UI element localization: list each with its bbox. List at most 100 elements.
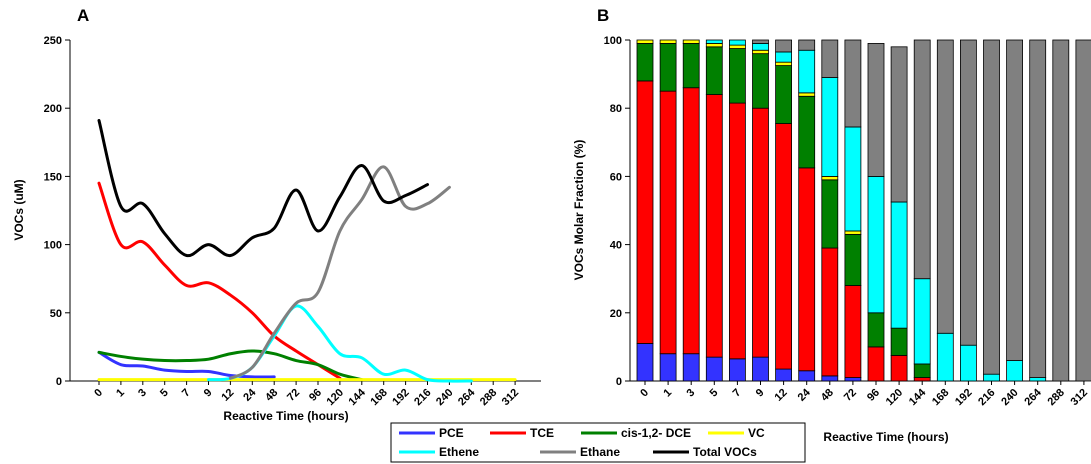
panel-b-x-tick-label: 264 xyxy=(1022,386,1044,408)
panel-b-x-tick-label: 168 xyxy=(930,387,951,408)
bar-segment-cis-1-2-dce xyxy=(890,327,908,356)
line-tce xyxy=(97,181,342,380)
panel-a-x-ticks: 0 1 3 5 7 9 12 24 48 72 96 120 144 168 192 216 240 264 288… xyxy=(92,381,521,408)
legend-box xyxy=(390,422,806,463)
panel-b-y-tick-label: 40 xyxy=(610,240,622,252)
bar-segment-vc xyxy=(775,61,792,66)
bar-segment-tce xyxy=(844,285,862,378)
bar-segment-vc xyxy=(752,49,769,55)
bar-segment-pce xyxy=(844,377,862,382)
panel-a-y-tick-label: 200 xyxy=(44,103,62,115)
bar-segment-ethane xyxy=(821,39,839,78)
line-pce xyxy=(97,350,276,379)
bar-segment-ethane xyxy=(798,39,816,51)
panel-b-y-tick-label: 0 xyxy=(616,376,622,388)
line-ethane xyxy=(228,165,451,380)
bar-segment-cis-1-2-dce xyxy=(867,312,885,348)
bar-segment-ethene xyxy=(890,201,908,329)
legend-label-pce: PCE xyxy=(439,426,464,440)
bar-segment-cis-1-2-dce xyxy=(798,95,816,169)
bar-segment-cis-1-2-dce xyxy=(913,363,931,378)
panel-a-x-axis-label: Reactive Time (hours) xyxy=(223,409,348,423)
panel-a-y-tick-label: 100 xyxy=(44,240,62,252)
bar-segment-pce xyxy=(705,356,723,382)
panel-b-y-tick-label: 20 xyxy=(610,308,622,320)
bar-segment-vc xyxy=(705,43,723,48)
panel-a-y-axis-label: VOCs (uM) xyxy=(12,179,26,240)
panel-b-x-tick-label: 3 xyxy=(685,387,698,400)
bar-segment-vc xyxy=(729,44,746,49)
panel-a-y-tick-label: 150 xyxy=(44,171,62,183)
panel-a-x-tick-label: 120 xyxy=(325,387,346,408)
panel-a-x-tick-label: 3 xyxy=(136,387,149,400)
panel-b-x-tick-label: 312 xyxy=(1069,387,1090,408)
panel-b-label: B xyxy=(597,6,609,25)
panel-a-series xyxy=(97,118,517,383)
panel-b-x-tick-label: 216 xyxy=(976,387,997,408)
bar-segment-tce xyxy=(729,102,746,360)
bar-segment-tce xyxy=(798,167,816,372)
panel-a-x-tick-label: 240 xyxy=(434,387,455,408)
bar-segment-cis-1-2-dce xyxy=(636,43,654,82)
panel-b-x-tick-label: 24 xyxy=(796,386,814,404)
bar-segment-pce xyxy=(821,375,839,382)
bar-segment-vc xyxy=(659,39,677,44)
panel-b-x-tick-label: 192 xyxy=(953,387,974,408)
bar-segment-ethane xyxy=(1029,39,1047,378)
bar-segment-ethane xyxy=(775,39,792,53)
panel-b-x-ticks: 0 1 3 5 7 9 12 24 48 72 96 120 144 168 192 216 240 264 288… xyxy=(638,381,1090,408)
panel-a-x-tick-label: 7 xyxy=(180,387,193,400)
panel-a-x-tick-label: 24 xyxy=(241,386,259,404)
line-total-vocs xyxy=(97,118,429,258)
panel-b-x-tick-label: 96 xyxy=(865,387,882,404)
panel-a-x-tick-label: 144 xyxy=(346,386,368,408)
panel-a-x-tick-label: 96 xyxy=(307,387,324,404)
bar-segment-ethane xyxy=(890,46,908,203)
bar-segment-tce xyxy=(682,87,700,355)
panel-a: A VOCs (uM) Reactive Time (hours) 050100… xyxy=(12,6,541,423)
bar-segment-ethene xyxy=(960,344,977,382)
bar-segment-pce xyxy=(798,370,816,382)
panel-b-x-tick-label: 5 xyxy=(708,387,721,400)
panel-a-x-tick-label: 12 xyxy=(219,387,236,404)
panel-b-y-axis-label: VOCs Molar Fraction (%) xyxy=(572,140,586,281)
bar-segment-tce xyxy=(890,355,908,382)
panel-b-y-ticks: 0 20 40 60 80 100 xyxy=(604,35,630,388)
panel-b-y-tick-label: 80 xyxy=(610,103,622,115)
bar-segment-ethene xyxy=(844,126,862,232)
bar-segment-ethene xyxy=(913,278,931,365)
bar-segment-pce xyxy=(682,353,700,382)
panel-b-x-axis-label: Reactive Time (hours) xyxy=(823,430,948,444)
panel-a-x-tick-label: 192 xyxy=(390,387,411,408)
panel-b-x-tick-label: 1 xyxy=(661,387,674,400)
bar-segment-pce xyxy=(775,368,792,382)
legend-label-total-vocs: Total VOCs xyxy=(693,445,757,459)
bar-segment-ethane xyxy=(1052,39,1070,382)
bar-segment-cis-1-2-dce xyxy=(821,179,839,249)
bar-segment-ethane xyxy=(983,39,1000,375)
panel-b-x-tick-label: 9 xyxy=(754,387,767,400)
bar-segment-vc xyxy=(798,92,816,97)
bar-segment-ethane xyxy=(1075,39,1091,382)
panel-a-x-tick-label: 168 xyxy=(368,387,389,408)
bar-segment-ethene xyxy=(729,39,746,46)
panel-b-x-tick-label: 288 xyxy=(1045,387,1066,408)
panel-b-x-tick-label: 72 xyxy=(842,387,859,404)
panel-a-x-tick-label: 0 xyxy=(92,387,105,400)
panel-b-x-tick-label: 240 xyxy=(999,387,1020,408)
line-cis-1-2-dce xyxy=(97,349,364,382)
bar-segment-cis-1-2-dce xyxy=(844,233,862,286)
bar-segment-cis-1-2-dce xyxy=(775,65,792,124)
legend-label-ethene: Ethene xyxy=(439,445,479,459)
bar-segment-pce xyxy=(752,356,769,382)
bar-segment-cis-1-2-dce xyxy=(682,43,700,89)
bar-segment-ethane xyxy=(1006,39,1023,361)
bar-segment-vc xyxy=(682,39,700,44)
legend: PCE TCE cis-1,2- DCE VC Ethene Ethane Total VO… xyxy=(390,422,806,463)
bar-segment-pce xyxy=(636,343,654,382)
panel-a-y-tick-label: 0 xyxy=(56,376,62,388)
panel-b-bars xyxy=(636,39,1091,382)
bar-segment-ethene xyxy=(821,77,839,177)
bar-segment-ethene xyxy=(1006,360,1023,382)
panel-b-x-tick-label: 12 xyxy=(773,387,790,404)
